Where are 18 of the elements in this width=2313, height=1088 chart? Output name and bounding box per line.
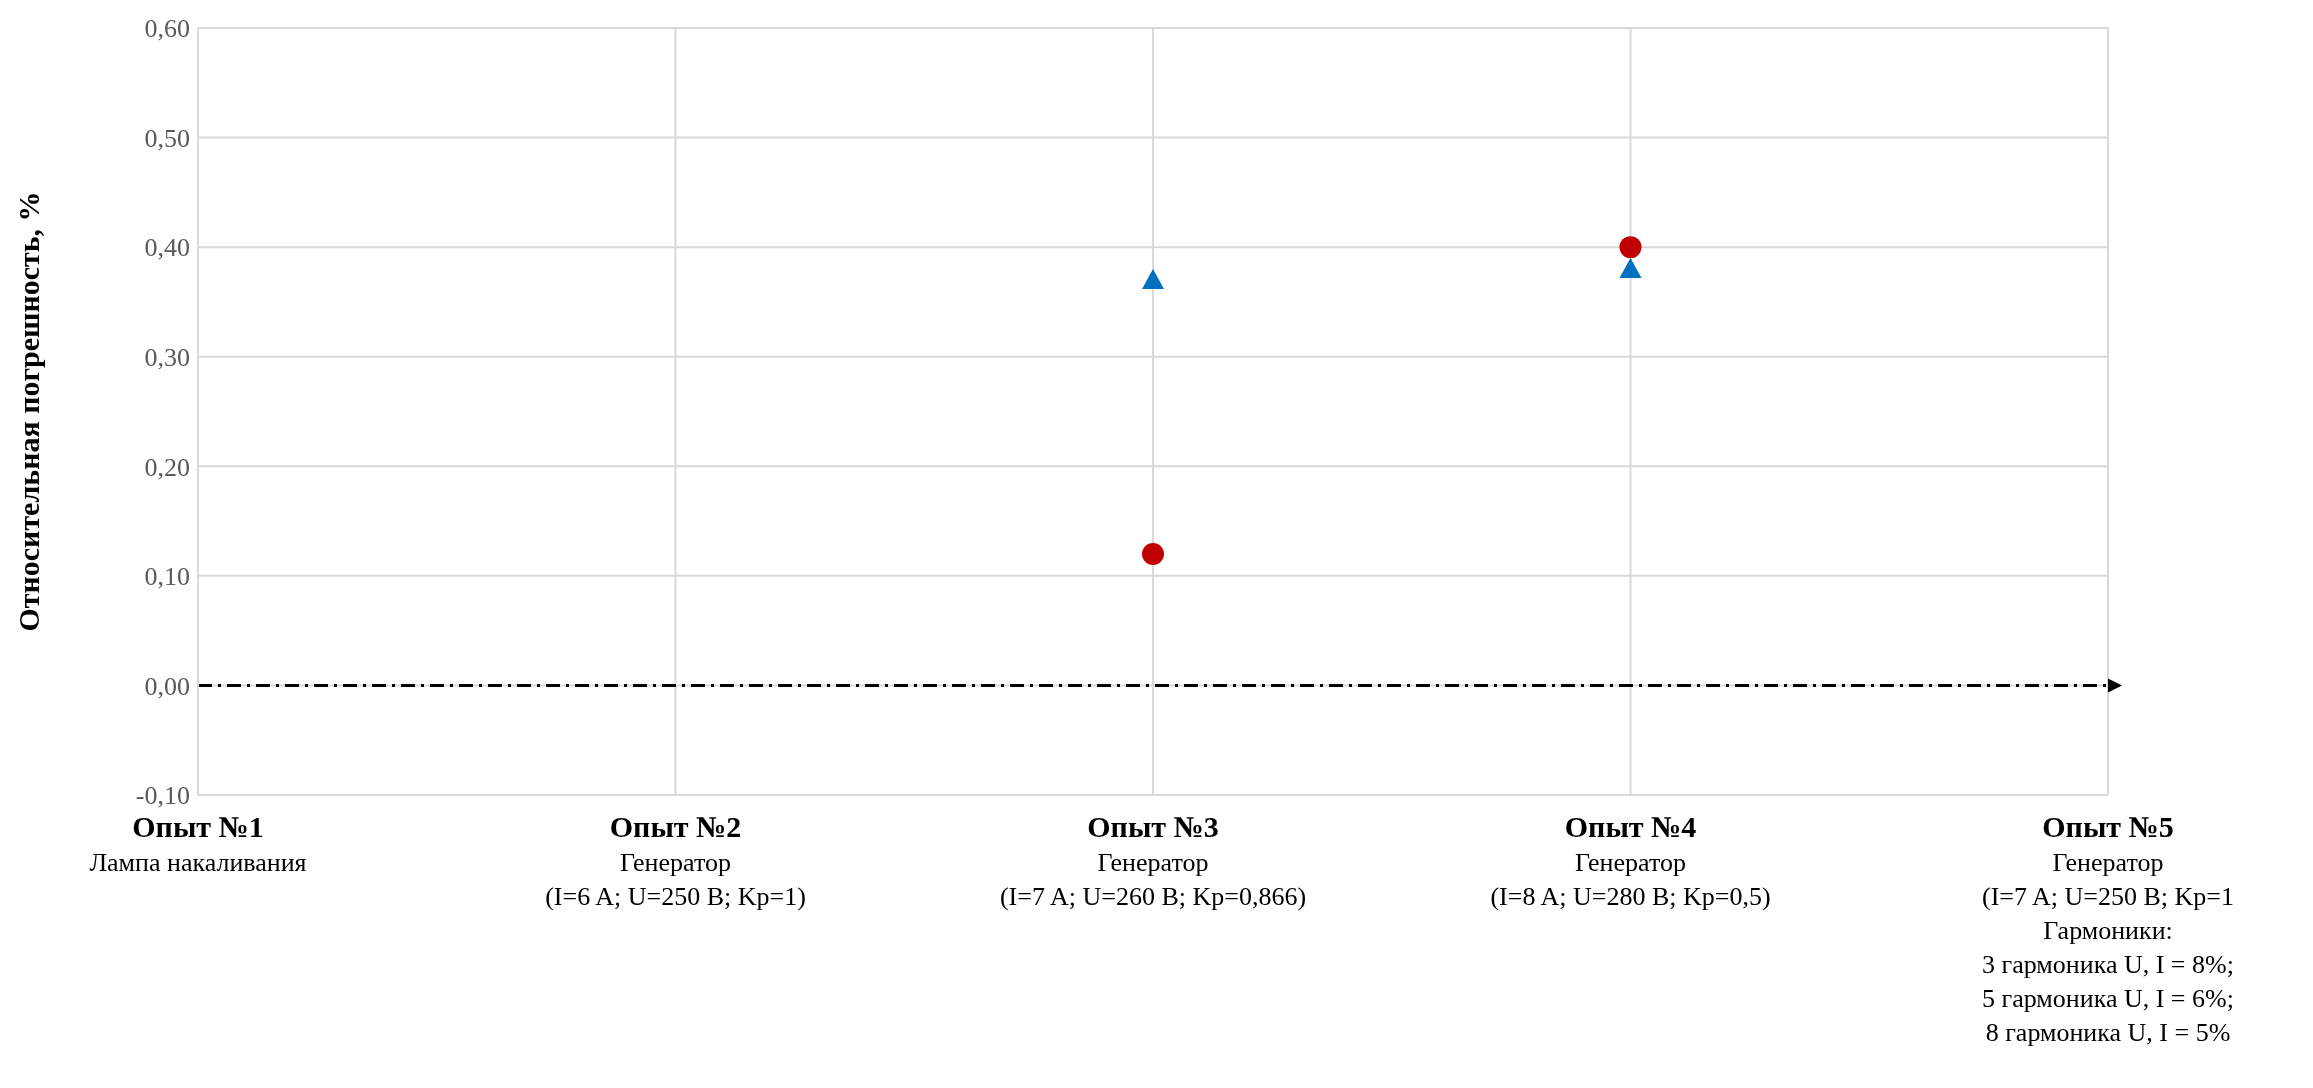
y-tick-label: 0,10 bbox=[144, 562, 190, 592]
point bbox=[1619, 236, 1642, 259]
y-tick-label: 0,00 bbox=[144, 671, 190, 701]
x-tick-label: Опыт №1 Лампа накаливания bbox=[89, 810, 307, 877]
x-tick-label: Опыт №4 Генератор (I=8 A; U=280 B; Kp=0,5) bbox=[1490, 810, 1771, 911]
point bbox=[1142, 542, 1164, 565]
x-tick-label: Опыт №3 Генератор (I=7 A; U=260 B; Kp=0,866) bbox=[999, 810, 1307, 911]
y-tick-label: 0,40 bbox=[144, 233, 190, 263]
x-tick-label: Опыт №2 Генератор (I=6 A; U=250 B; Kp=1) bbox=[545, 810, 806, 911]
point bbox=[1142, 269, 1164, 290]
y-tick-label: 0,50 bbox=[144, 123, 190, 153]
y-tick-label: 0,60 bbox=[144, 14, 190, 44]
x-tick-label: Опыт №5 Генератор (I=7 A; U=250 B; Kp=1 Гармоники: 3 гармоника U, I = 8%; 5 гармоника U, I = 6%; 8 гармоника U, I = 5% bbox=[1982, 810, 2234, 1047]
y-tick-label: -0,10 bbox=[135, 781, 190, 811]
y-tick-label: 0,30 bbox=[144, 342, 190, 372]
point bbox=[1619, 258, 1642, 279]
y-tick-label: 0,20 bbox=[144, 452, 190, 482]
y-axis-title: Относительная погрешность, % bbox=[11, 191, 45, 632]
